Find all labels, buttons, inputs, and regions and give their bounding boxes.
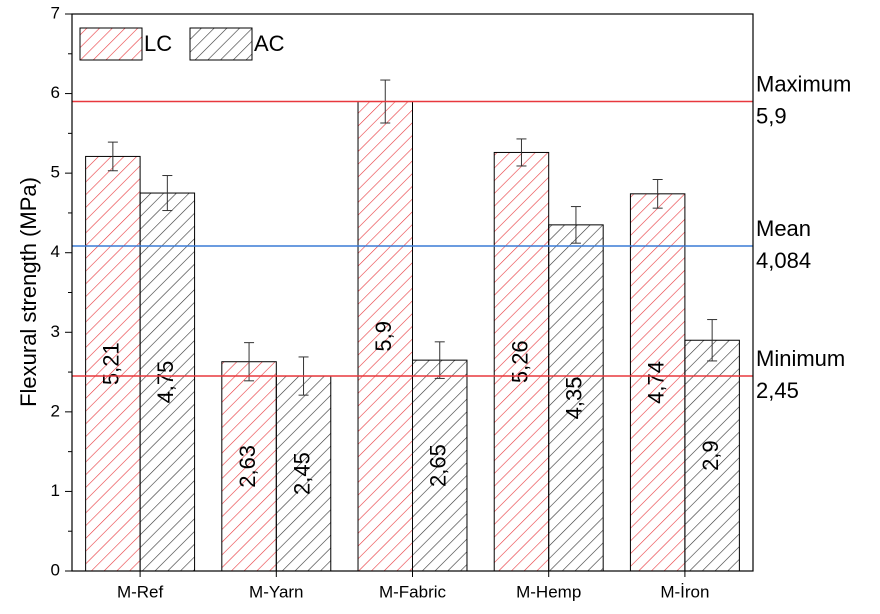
- x-tick-label: M-Yarn: [249, 582, 303, 601]
- bar: [412, 359, 468, 572]
- bar: [275, 375, 332, 572]
- x-tick-label: M-İron: [660, 582, 709, 601]
- reference-value: 5,9: [756, 103, 787, 128]
- bar: [221, 361, 277, 572]
- value-label: 5,9: [371, 321, 396, 352]
- reference-value: 4,084: [756, 248, 811, 273]
- value-label: 4,35: [562, 377, 587, 420]
- value-label: 5,21: [99, 342, 124, 385]
- y-tick-label: 5: [51, 163, 60, 182]
- value-label: 4,75: [153, 361, 178, 404]
- legend-label: AC: [254, 31, 285, 56]
- y-tick-label: 4: [51, 242, 60, 261]
- y-tick-label: 1: [51, 481, 60, 500]
- y-axis-label: Flexural strength (MPa): [16, 177, 41, 407]
- value-label: 4,74: [643, 361, 668, 404]
- value-label: 2,63: [235, 445, 260, 488]
- value-label: 2,45: [289, 452, 314, 495]
- reference-name: Maximum: [756, 71, 851, 96]
- y-tick-label: 2: [51, 401, 60, 420]
- y-tick-label: 6: [51, 83, 60, 102]
- x-tick-label: M-Fabric: [379, 582, 447, 601]
- y-tick-label: 7: [51, 3, 60, 22]
- legend-swatch: [79, 27, 143, 61]
- bar: [629, 193, 686, 572]
- legend-label: LC: [144, 31, 172, 56]
- legend-swatch: [189, 27, 253, 61]
- bar: [85, 155, 141, 572]
- y-tick-label: 0: [51, 560, 60, 579]
- reference-name: Minimum: [756, 346, 845, 371]
- value-label: 2,9: [698, 440, 723, 471]
- y-tick-label: 3: [51, 322, 60, 341]
- reference-value: 2,45: [756, 378, 799, 403]
- bar: [548, 224, 604, 572]
- bar: [357, 101, 413, 572]
- value-label: 2,65: [426, 444, 451, 487]
- x-tick-label: M-Hemp: [516, 582, 581, 601]
- reference-name: Mean: [756, 216, 811, 241]
- x-tick-label: M-Ref: [117, 582, 164, 601]
